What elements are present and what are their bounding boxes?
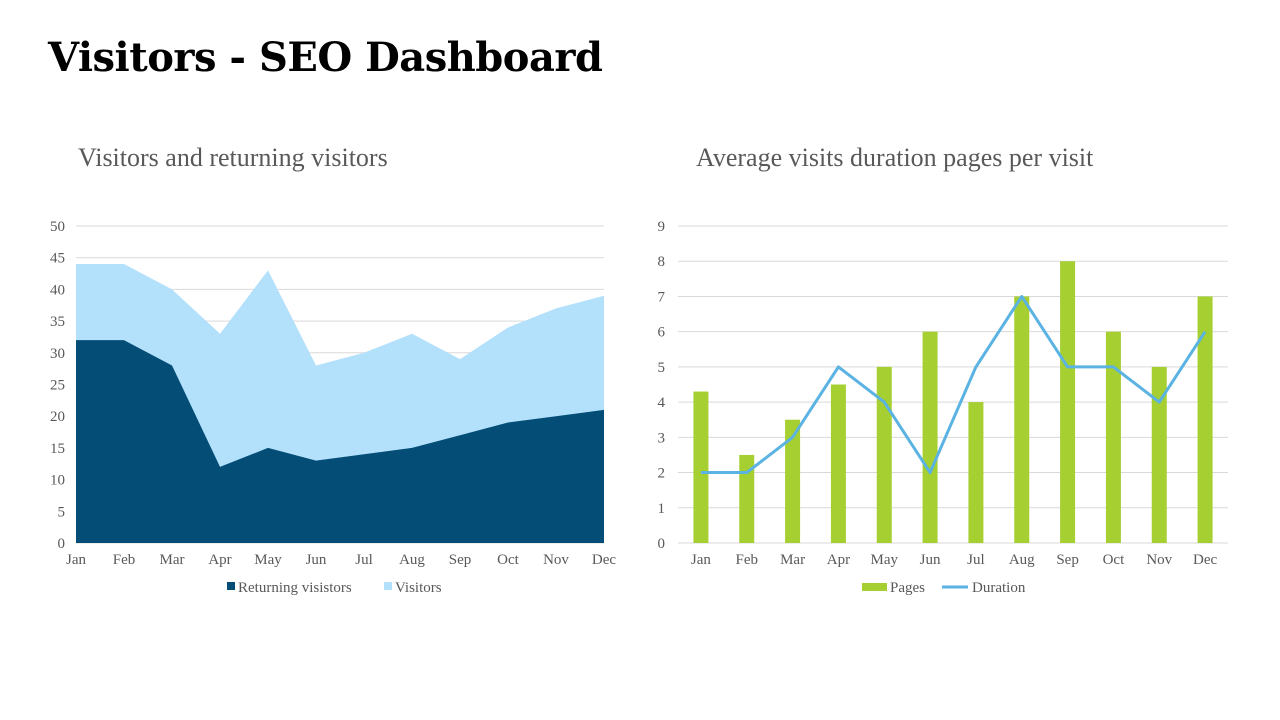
line-duration bbox=[700, 294, 1207, 475]
y-tick-label: 5 bbox=[58, 504, 66, 520]
x-tick-label: Aug bbox=[399, 552, 425, 568]
bar-pages bbox=[785, 419, 801, 543]
bar-pages bbox=[1014, 296, 1030, 543]
x-tick-label: May bbox=[871, 552, 899, 568]
x-tick-label: Apr bbox=[208, 552, 231, 568]
y-tick-label: 7 bbox=[658, 289, 666, 305]
x-tick-label: Jan bbox=[66, 552, 86, 568]
y-tick-label: 20 bbox=[50, 409, 65, 425]
x-tick-label: Oct bbox=[1103, 552, 1125, 568]
bar-pages bbox=[739, 454, 755, 543]
x-tick-label: Mar bbox=[780, 552, 805, 568]
bar-pages bbox=[693, 391, 709, 543]
x-tick-label: Jan bbox=[691, 552, 711, 568]
x-tick-label: Jul bbox=[355, 552, 373, 568]
x-tick-label: Aug bbox=[1009, 552, 1035, 568]
y-tick-label: 5 bbox=[658, 360, 666, 376]
y-tick-label: 0 bbox=[658, 536, 666, 552]
legend-label-pages: Pages bbox=[890, 580, 925, 596]
legend-label-returning: Returning visistors bbox=[238, 580, 352, 596]
page-title: Visitors - SEO Dashboard bbox=[48, 34, 603, 81]
y-tick-label: 25 bbox=[50, 378, 65, 394]
chart-title-visitors: Visitors and returning visitors bbox=[78, 143, 388, 172]
bar-pages bbox=[1105, 331, 1121, 543]
y-tick-label: 0 bbox=[58, 536, 66, 552]
x-tick-label: Sep bbox=[449, 552, 472, 568]
x-tick-label: Sep bbox=[1056, 552, 1079, 568]
bar-pages bbox=[968, 402, 984, 543]
y-tick-label: 10 bbox=[50, 473, 65, 489]
bar-pages bbox=[922, 331, 938, 543]
bar-pages bbox=[876, 366, 892, 543]
y-tick-label: 9 bbox=[658, 219, 666, 235]
y-tick-label: 45 bbox=[50, 251, 65, 267]
legend-label-visitors: Visitors bbox=[395, 580, 442, 596]
y-tick-label: 3 bbox=[658, 430, 666, 446]
legend-swatch-pages bbox=[862, 583, 887, 591]
y-tick-label: 40 bbox=[50, 282, 65, 298]
bar-pages bbox=[1060, 261, 1076, 543]
x-tick-label: Feb bbox=[736, 552, 759, 568]
y-tick-label: 50 bbox=[50, 219, 65, 235]
bar-pages bbox=[1151, 366, 1167, 543]
x-tick-label: Nov bbox=[1146, 552, 1172, 568]
y-tick-label: 15 bbox=[50, 441, 65, 457]
y-tick-label: 4 bbox=[658, 395, 666, 411]
x-tick-label: Jun bbox=[306, 552, 327, 568]
x-tick-label: Mar bbox=[160, 552, 185, 568]
area-series-returning bbox=[76, 340, 604, 543]
y-tick-label: 30 bbox=[50, 346, 65, 362]
y-tick-label: 2 bbox=[658, 466, 666, 482]
bar-pages bbox=[830, 384, 846, 543]
legend-swatch-visitors bbox=[384, 582, 392, 590]
x-tick-label: Nov bbox=[543, 552, 569, 568]
x-tick-label: Oct bbox=[497, 552, 519, 568]
y-tick-label: 1 bbox=[658, 501, 666, 517]
x-tick-label: Feb bbox=[113, 552, 136, 568]
y-tick-label: 8 bbox=[658, 254, 666, 270]
y-tick-label: 6 bbox=[658, 325, 666, 341]
x-tick-label: May bbox=[254, 552, 282, 568]
x-tick-label: Apr bbox=[827, 552, 850, 568]
bar-pages bbox=[1197, 296, 1213, 543]
legend-label-duration: Duration bbox=[972, 580, 1026, 596]
legend-swatch-returning bbox=[227, 582, 235, 590]
chart-title-duration: Average visits duration pages per visit bbox=[696, 143, 1094, 172]
x-tick-label: Dec bbox=[592, 552, 616, 568]
x-tick-label: Jul bbox=[967, 552, 985, 568]
x-tick-label: Jun bbox=[920, 552, 941, 568]
y-tick-label: 35 bbox=[50, 314, 65, 330]
x-tick-label: Dec bbox=[1193, 552, 1217, 568]
